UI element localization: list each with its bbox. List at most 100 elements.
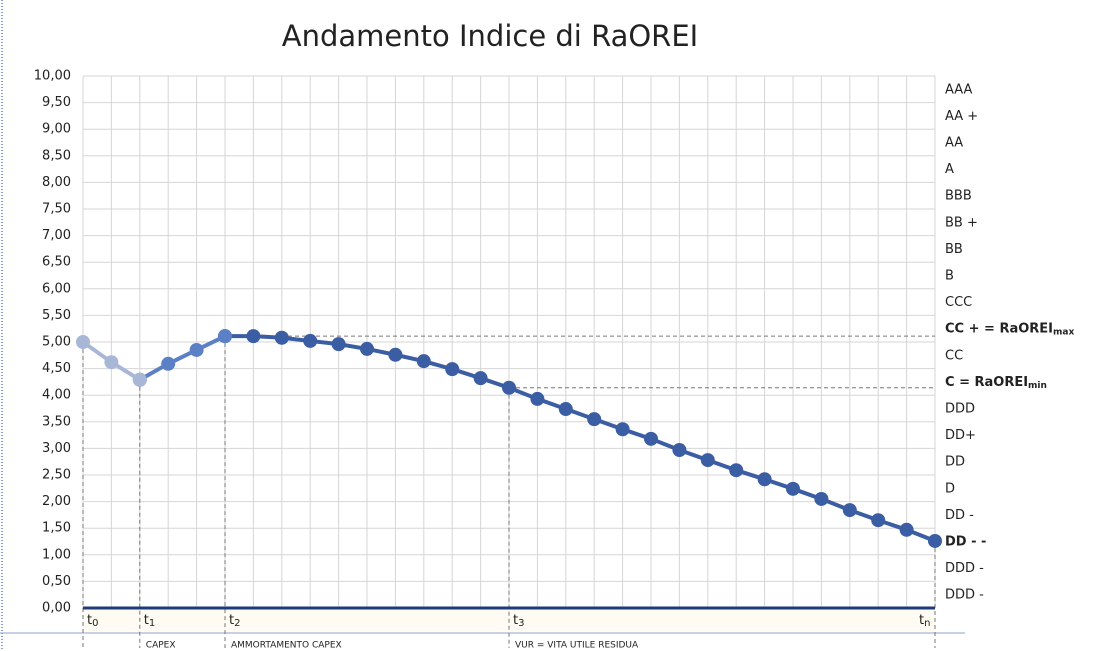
y-tick-label: 2,50 xyxy=(42,468,71,483)
time-label: t1 xyxy=(144,613,155,630)
rating-label: DD - - xyxy=(945,534,986,549)
rating-label: DD - xyxy=(945,507,974,522)
rating-text: AAA xyxy=(945,82,973,97)
rating-label: CC + = RaOREImax xyxy=(945,321,1074,337)
rating-text: BB xyxy=(945,241,963,256)
rating-text: DD - xyxy=(945,507,974,522)
y-tick-label: 0,50 xyxy=(42,574,71,589)
rating-text: BBB xyxy=(945,188,972,203)
rating-label: C = RaOREImin xyxy=(945,374,1047,390)
y-tick-label: 3,00 xyxy=(42,441,71,456)
point xyxy=(445,362,460,377)
y-tick-label: 6,50 xyxy=(42,255,71,270)
y-tick-label: 4,50 xyxy=(42,361,71,376)
rating-text: CCC xyxy=(945,295,972,310)
time-sub: 1 xyxy=(149,618,155,629)
rating-text: DD+ xyxy=(945,428,976,443)
y-tick-label: 9,00 xyxy=(42,122,71,137)
y-tick-label: 7,00 xyxy=(42,228,71,243)
point xyxy=(871,513,886,528)
rating-label: BBB xyxy=(945,188,972,203)
point xyxy=(786,481,800,496)
rating-text: AA xyxy=(945,135,963,150)
rating-label: DD+ xyxy=(945,428,976,443)
rating-label: DDD - xyxy=(945,587,984,602)
point xyxy=(502,380,516,395)
phase-label: AMMORTAMENTO CAPEX xyxy=(231,641,342,651)
rating-text: DDD xyxy=(945,401,975,416)
point xyxy=(132,372,147,387)
y-tick-label: 0,00 xyxy=(42,601,71,616)
time-label: t3 xyxy=(513,613,524,630)
y-tick-label: 6,00 xyxy=(42,281,71,296)
time-t: t xyxy=(144,613,149,628)
point xyxy=(558,402,573,417)
time-t: t xyxy=(229,613,234,628)
rating-label: B xyxy=(945,268,954,283)
rating-label: CC xyxy=(945,348,963,363)
rating-text: BB + xyxy=(945,215,978,230)
y-tick-label: 7,50 xyxy=(42,202,71,217)
time-t: t xyxy=(87,613,92,628)
rating-text: DD - - xyxy=(945,534,986,549)
series-line xyxy=(225,334,936,543)
series-line xyxy=(138,334,226,382)
rating-sub: max xyxy=(1053,327,1074,337)
point xyxy=(757,472,772,487)
time-label: tn xyxy=(919,613,930,630)
point xyxy=(729,463,744,478)
rating-label: AA + xyxy=(945,108,978,123)
point xyxy=(530,391,545,406)
rating-text: D xyxy=(945,481,955,496)
time-label: t2 xyxy=(229,613,240,630)
rating-label: CCC xyxy=(945,295,972,310)
rating-text: AA + xyxy=(945,108,978,123)
time-t: t xyxy=(919,613,924,628)
time-sub: n xyxy=(924,618,930,629)
y-tick-label: 5,50 xyxy=(42,308,71,323)
rating-label: D xyxy=(945,481,955,496)
y-tick-label: 1,00 xyxy=(42,547,71,562)
point xyxy=(189,342,204,357)
rating-text: C = RaOREI xyxy=(945,374,1028,389)
rating-sub: min xyxy=(1028,380,1047,390)
time-t: t xyxy=(513,613,518,628)
y-tick-label: 3,50 xyxy=(42,414,71,429)
point xyxy=(104,355,119,370)
y-tick-label: 8,00 xyxy=(42,175,71,190)
y-tick-label: 9,50 xyxy=(42,95,71,110)
point xyxy=(218,329,232,344)
rating-text: DD xyxy=(945,454,965,469)
point xyxy=(672,442,687,457)
point xyxy=(473,371,488,386)
point xyxy=(416,354,431,369)
time-sub: 3 xyxy=(518,618,524,629)
point xyxy=(814,491,829,506)
rating-text: CC + = RaOREI xyxy=(945,321,1053,336)
chart-title: Andamento Indice di RaOREI xyxy=(282,19,698,53)
rating-label: DD xyxy=(945,454,965,469)
y-tick-label: 10,00 xyxy=(34,69,71,84)
time-sub: 2 xyxy=(234,618,240,629)
point xyxy=(303,333,318,348)
point xyxy=(76,335,90,349)
phase-label: CAPEX xyxy=(146,641,176,651)
rating-text: DDD - xyxy=(945,561,984,576)
point xyxy=(161,356,176,371)
y-tick-label: 5,00 xyxy=(42,335,71,350)
y-tick-label: 1,50 xyxy=(42,521,71,536)
rating-label: A xyxy=(945,162,954,177)
point xyxy=(388,347,403,362)
point xyxy=(360,341,374,356)
rating-label: BB xyxy=(945,241,963,256)
rating-label: DDD xyxy=(945,401,975,416)
point xyxy=(842,503,857,518)
rating-label: BB + xyxy=(945,215,978,230)
point xyxy=(331,337,346,352)
point xyxy=(274,330,289,345)
y-tick-label: 2,00 xyxy=(42,494,71,509)
rating-text: A xyxy=(945,162,954,177)
point xyxy=(700,453,715,468)
point xyxy=(644,431,658,446)
